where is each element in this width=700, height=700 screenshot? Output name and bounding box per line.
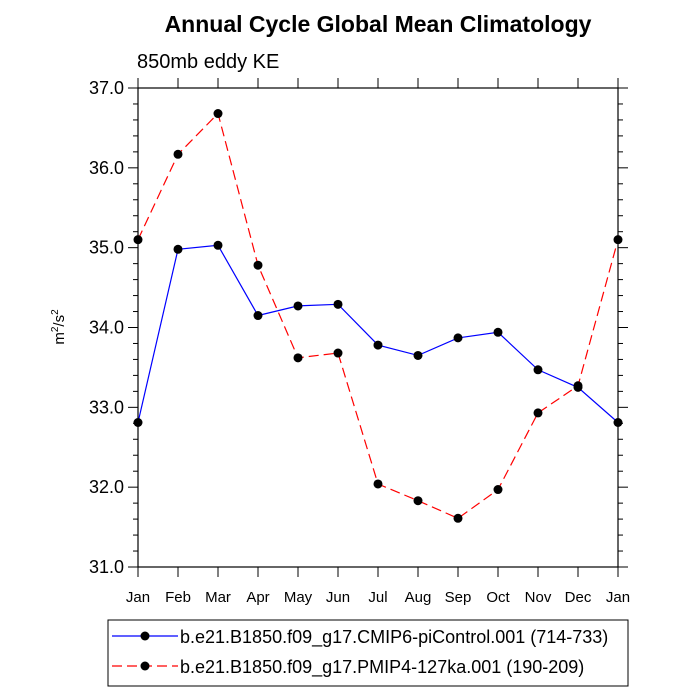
series-1-point — [293, 353, 303, 363]
series-line-1 — [137, 112, 619, 519]
x-tick-label: Dec — [565, 589, 592, 606]
y-tick-label: 34.0 — [89, 318, 124, 338]
y-tick-label: 33.0 — [89, 397, 124, 417]
x-tick-label: Mar — [205, 589, 231, 606]
legend: b.e21.B1850.f09_g17.CMIP6-piControl.001 … — [107, 619, 629, 687]
series-1-point — [333, 348, 343, 358]
series-0-point — [373, 340, 383, 350]
x-tick-label: Oct — [486, 589, 510, 606]
series-1-point — [533, 408, 543, 418]
x-tick-label: Aug — [405, 589, 432, 606]
series-1-point — [453, 513, 463, 523]
series-1-point — [613, 235, 623, 245]
y-tick-label: 35.0 — [89, 238, 124, 258]
x-tick-label: Nov — [525, 589, 552, 606]
x-tick-label: Jun — [326, 589, 350, 606]
series-0-point — [293, 301, 303, 311]
series-1-point — [173, 149, 183, 159]
x-tick-label: Apr — [246, 589, 269, 606]
series-0-point — [253, 311, 263, 321]
y-axis-label-exponent: 2 — [50, 326, 61, 332]
y-axis-label-exponent-2: 2 — [50, 309, 61, 315]
series-1-point — [573, 381, 583, 391]
series-0-point — [133, 418, 143, 428]
legend-label-piControl: b.e21.B1850.f09_g17.CMIP6-piControl.001 … — [180, 627, 608, 648]
x-tick-label: Jan — [126, 589, 150, 606]
y-axis-label: m2/s2 — [50, 309, 68, 345]
series-0-point — [173, 244, 183, 254]
series-0-point — [413, 350, 423, 360]
y-tick-label: 37.0 — [89, 78, 124, 98]
legend-marker-127ka — [140, 661, 150, 671]
y-axis-label-separator: /s — [51, 315, 68, 327]
legend-box — [107, 619, 629, 687]
y-tick-label: 36.0 — [89, 158, 124, 178]
axes: 31.0 32.0 33.0 34.0 35.0 36.0 37.0 Jan Feb Mar Apr… — [89, 78, 630, 606]
series-0-point — [333, 299, 343, 309]
legend-label-127ka: b.e21.B1850.f09_g17.PMIP4-127ka.001 (190… — [180, 657, 584, 678]
series-1-point — [213, 109, 223, 119]
series-1-point — [413, 496, 423, 506]
legend-marker-piControl — [140, 631, 150, 641]
series-1-point — [493, 485, 503, 495]
series-layer — [133, 109, 623, 523]
y-tick-label: 31.0 — [89, 557, 124, 577]
series-0-point — [213, 240, 223, 250]
y-tick-label: 32.0 — [89, 477, 124, 497]
x-tick-label: Sep — [445, 589, 472, 606]
series-line-0 — [137, 244, 619, 423]
plot-frame — [137, 87, 619, 568]
series-1-point — [133, 235, 143, 245]
x-tick-label: Jul — [368, 589, 387, 606]
x-tick-label: Feb — [165, 589, 191, 606]
series-0-point — [493, 327, 503, 337]
series-1-point — [253, 260, 263, 270]
x-tick-label: May — [284, 589, 313, 606]
y-axis-label-base: m — [51, 332, 68, 345]
x-tick-label: Jan — [606, 589, 630, 606]
chart-subtitle: 850mb eddy KE — [137, 51, 279, 73]
chart-title: Annual Cycle Global Mean Climatology — [165, 11, 592, 37]
series-1-point — [373, 479, 383, 489]
series-0-point — [613, 418, 623, 428]
series-0-point — [533, 365, 543, 375]
svg-text:m2/s2: m2/s2 — [50, 309, 68, 345]
series-0-point — [453, 333, 463, 343]
